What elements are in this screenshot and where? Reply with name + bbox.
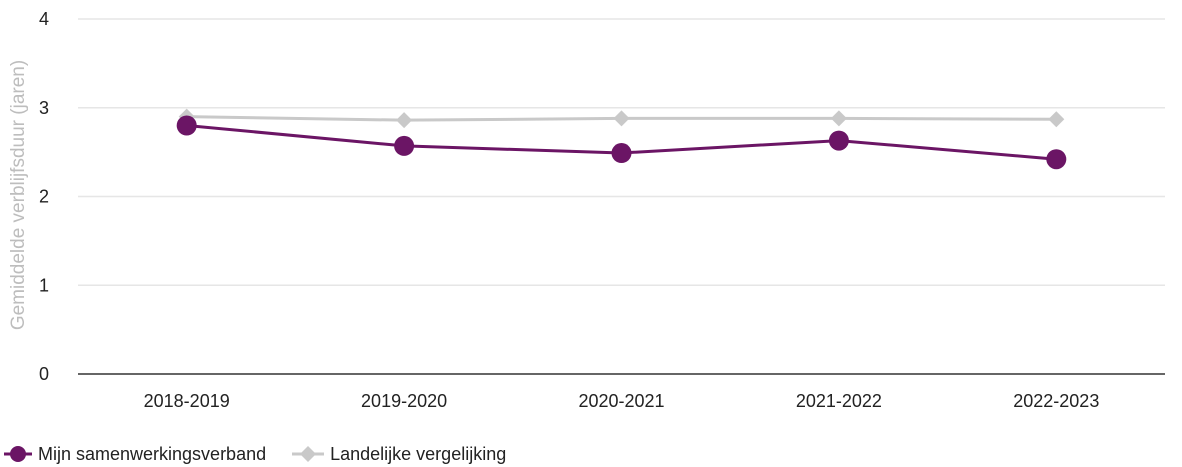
circle-marker-icon	[4, 446, 32, 462]
x-tick-label: 2021-2022	[796, 391, 882, 411]
data-point	[611, 143, 632, 164]
y-axis-ticks: 0 1 2 3 4	[39, 9, 49, 384]
line-chart: 0 1 2 3 4 Gemiddelde verblijfsduur (jaren) 2…	[8, 9, 1165, 411]
y-axis-label: Gemiddelde verblijfsduur (jaren)	[8, 60, 29, 330]
y-tick-label: 4	[39, 9, 49, 29]
y-tick-label: 3	[39, 98, 49, 118]
legend-label-landelijk: Landelijke vergelijking	[330, 443, 507, 464]
data-point	[1048, 111, 1065, 128]
diamond-marker-icon	[292, 446, 325, 462]
y-tick-label: 1	[39, 275, 49, 295]
x-tick-label: 2022-2023	[1013, 391, 1099, 411]
gridlines	[78, 18, 1165, 286]
legend-label-mijn: Mijn samenwerkingsverband	[38, 443, 267, 464]
x-tick-label: 2019-2020	[361, 391, 447, 411]
data-point	[828, 130, 849, 151]
series-group	[176, 108, 1067, 170]
data-point	[394, 135, 415, 156]
y-tick-label: 0	[39, 364, 49, 384]
data-point	[613, 110, 630, 127]
data-point	[176, 115, 197, 136]
data-point	[830, 110, 847, 127]
legend-item-mijn[interactable]: Mijn samenwerkingsverband	[4, 444, 266, 465]
legend-item-landelijk[interactable]: Landelijke vergelijking	[292, 444, 506, 465]
y-tick-label: 2	[39, 187, 49, 207]
x-tick-label: 2018-2019	[144, 391, 230, 411]
x-tick-label: 2020-2021	[578, 391, 664, 411]
legend: Mijn samenwerkingsverband Landelijke ver…	[4, 442, 532, 466]
x-axis-ticks: 2018-2019 2019-2020 2020-2021 2021-2022 2022…	[144, 391, 1100, 411]
data-point	[396, 112, 413, 129]
data-point	[1046, 149, 1067, 170]
